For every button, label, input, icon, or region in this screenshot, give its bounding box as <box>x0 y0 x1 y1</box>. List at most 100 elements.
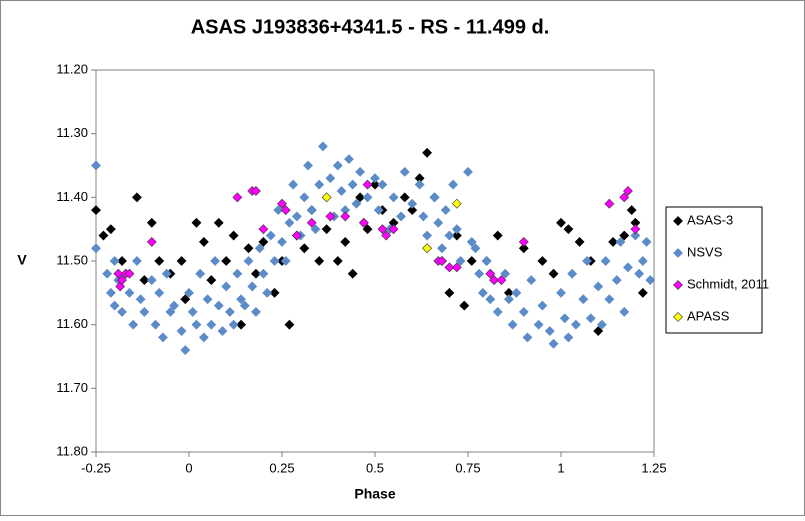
data-point <box>206 319 217 330</box>
data-point <box>563 332 574 343</box>
data-point <box>139 307 150 317</box>
data-point <box>210 256 220 266</box>
data-point <box>306 205 317 215</box>
legend-marker <box>673 280 683 290</box>
data-point <box>641 236 652 247</box>
data-point <box>556 287 566 298</box>
data-point <box>563 224 574 235</box>
data-point <box>314 256 325 266</box>
data-point <box>165 307 176 317</box>
data-point <box>518 243 529 254</box>
data-point <box>518 236 529 247</box>
data-point <box>370 173 380 184</box>
data-point <box>407 205 418 215</box>
data-point <box>492 230 503 241</box>
data-point <box>180 294 191 305</box>
data-point <box>221 256 232 266</box>
data-point <box>195 268 206 279</box>
data-point <box>232 192 243 203</box>
data-point <box>284 319 295 330</box>
data-point <box>243 256 254 266</box>
y-axis-label: V <box>17 252 27 268</box>
data-point <box>158 332 168 343</box>
data-point <box>373 205 384 215</box>
data-point <box>228 230 239 241</box>
data-point <box>574 236 585 247</box>
data-point <box>131 192 142 203</box>
data-point <box>645 275 656 286</box>
data-point <box>117 256 127 266</box>
data-point <box>626 205 637 215</box>
y-tick-label: 11.40 <box>56 189 88 204</box>
data-point <box>362 192 373 203</box>
data-point <box>325 211 336 222</box>
data-point <box>429 192 440 203</box>
data-point <box>202 294 213 305</box>
data-point <box>481 256 492 266</box>
data-point <box>176 326 187 336</box>
data-point <box>418 211 429 222</box>
data-point <box>206 275 217 286</box>
data-point <box>232 268 243 279</box>
data-point <box>299 243 310 254</box>
y-tick-label: 11.80 <box>56 443 88 458</box>
data-point <box>608 236 619 247</box>
y-tick-label: 11.60 <box>56 316 88 331</box>
data-point <box>332 256 343 266</box>
data-point <box>217 326 228 336</box>
data-point <box>377 179 388 190</box>
data-point <box>585 313 596 324</box>
data-point <box>533 319 544 330</box>
data-point <box>124 268 135 279</box>
data-point <box>451 230 462 241</box>
data-point <box>522 332 533 343</box>
data-point <box>306 217 317 228</box>
data-point <box>414 179 425 190</box>
data-point <box>213 217 224 228</box>
data-point <box>567 268 578 279</box>
data-point <box>236 319 247 330</box>
data-point <box>500 268 511 279</box>
data-point <box>600 256 611 266</box>
data-point <box>444 262 455 273</box>
legend-label: ASAS-3 <box>687 212 733 227</box>
data-point <box>146 275 157 286</box>
data-point <box>347 179 358 190</box>
data-point <box>619 230 630 241</box>
data-point <box>317 141 328 152</box>
data-point <box>437 256 447 266</box>
data-point <box>258 268 269 279</box>
data-point <box>310 224 321 235</box>
data-point <box>239 300 250 311</box>
y-tick-label: 11.20 <box>56 61 88 76</box>
data-point <box>102 268 113 279</box>
data-point <box>451 262 462 273</box>
data-point <box>619 192 630 203</box>
data-point <box>593 326 604 336</box>
data-point <box>388 224 399 235</box>
data-point <box>433 217 444 228</box>
chart-title: ASAS J193836+4341.5 - RS - 11.499 d. <box>191 16 550 38</box>
data-point <box>146 236 157 247</box>
data-point <box>474 268 485 279</box>
data-point <box>198 236 209 247</box>
data-point <box>593 281 604 292</box>
legend-marker <box>673 312 683 322</box>
data-point <box>277 198 287 209</box>
data-point <box>131 256 142 266</box>
x-tick-label: 0 <box>185 460 192 475</box>
data-point <box>362 224 373 235</box>
data-point <box>146 217 157 228</box>
data-point <box>340 211 351 222</box>
data-point <box>451 198 462 209</box>
data-point <box>355 166 366 177</box>
data-point <box>582 256 592 266</box>
data-point <box>485 268 496 279</box>
data-point <box>180 345 191 356</box>
data-point <box>556 217 566 228</box>
legend-marker <box>673 216 683 226</box>
data-point <box>358 217 369 228</box>
data-point <box>321 192 332 203</box>
data-point <box>623 186 633 196</box>
data-point <box>251 186 261 196</box>
